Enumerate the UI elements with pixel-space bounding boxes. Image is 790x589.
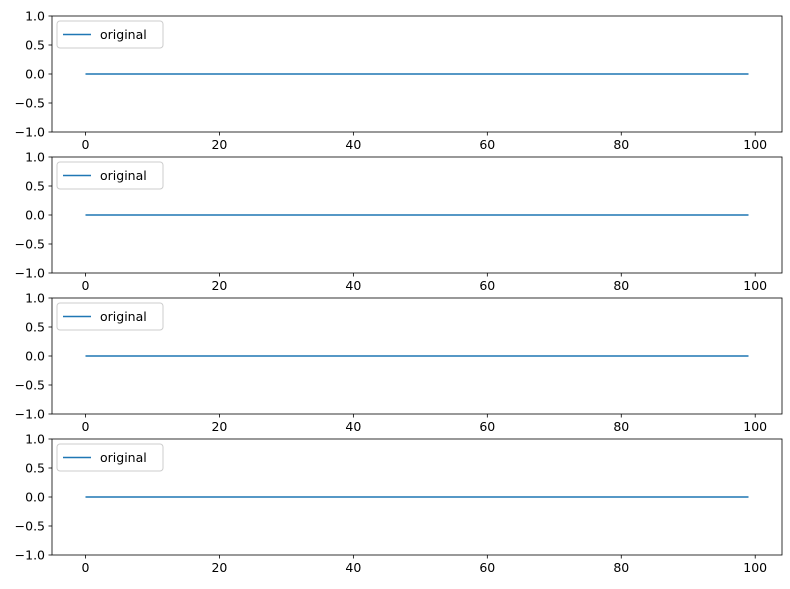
- y-tick-label: −1.0: [15, 407, 45, 422]
- y-tick-label: 0.0: [25, 67, 45, 82]
- subplot-2: −1.0 −0.5 0.0 0.5 1.0 0 20 40 60 80 100 original: [15, 150, 783, 293]
- x-tick-label: 100: [743, 278, 767, 293]
- x-tick-label: 20: [211, 278, 227, 293]
- legend-box: [56, 302, 164, 331]
- axes-frame: [51, 297, 783, 415]
- y-tick-label: 1.0: [25, 150, 45, 165]
- y-tick-label: −0.5: [15, 519, 45, 534]
- axes-frame: [51, 156, 783, 274]
- x-tick-label: 60: [479, 419, 495, 434]
- x-tick-label: 80: [613, 137, 629, 152]
- x-tick-label: 60: [479, 560, 495, 575]
- legend-box: [56, 443, 164, 472]
- subplot-1: −1.0 −0.5 0.0 0.5 1.0 0 20 40 60 80 100 original: [15, 9, 783, 152]
- x-tick-label: 0: [82, 560, 90, 575]
- x-tick-label: 100: [743, 137, 767, 152]
- y-tick-label: 0.5: [25, 179, 45, 194]
- y-tick-label: 0.0: [25, 208, 45, 223]
- x-tick-label: 20: [211, 560, 227, 575]
- x-tick-label: 100: [743, 419, 767, 434]
- subplot-4: −1.0 −0.5 0.0 0.5 1.0 0 20 40 60 80 100 original: [15, 432, 783, 575]
- x-tick-label: 60: [479, 278, 495, 293]
- legend-label: original: [100, 27, 147, 42]
- x-tick-label: 20: [211, 137, 227, 152]
- axes-frame: [51, 438, 783, 556]
- y-tick-label: 0.5: [25, 461, 45, 476]
- x-tick-label: 100: [743, 560, 767, 575]
- legend-label: original: [100, 450, 147, 465]
- x-tick-label: 40: [345, 560, 361, 575]
- y-tick-label: −1.0: [15, 125, 45, 140]
- x-tick-label: 0: [82, 137, 90, 152]
- axes-frame: [51, 15, 783, 133]
- y-tick-label: 0.0: [25, 349, 45, 364]
- x-tick-label: 0: [82, 278, 90, 293]
- y-tick-label: 1.0: [25, 291, 45, 306]
- y-tick-label: 0.5: [25, 320, 45, 335]
- x-tick-label: 20: [211, 419, 227, 434]
- legend: original: [56, 302, 164, 331]
- x-tick-label: 60: [479, 137, 495, 152]
- y-tick-label: 1.0: [25, 432, 45, 447]
- y-tick-label: 0.5: [25, 38, 45, 53]
- y-tick-label: 0.0: [25, 490, 45, 505]
- x-tick-label: 80: [613, 419, 629, 434]
- x-tick-label: 80: [613, 278, 629, 293]
- subplot-3: −1.0 −0.5 0.0 0.5 1.0 0 20 40 60 80 100 original: [15, 291, 783, 434]
- legend: original: [56, 161, 164, 190]
- legend-box: [56, 20, 164, 49]
- y-tick-label: −0.5: [15, 237, 45, 252]
- legend: original: [56, 443, 164, 472]
- x-tick-label: 80: [613, 560, 629, 575]
- legend: original: [56, 20, 164, 49]
- y-tick-label: −0.5: [15, 378, 45, 393]
- x-tick-label: 40: [345, 137, 361, 152]
- legend-label: original: [100, 168, 147, 183]
- y-tick-label: −1.0: [15, 548, 45, 563]
- x-tick-label: 0: [82, 419, 90, 434]
- x-tick-label: 40: [345, 278, 361, 293]
- y-tick-label: 1.0: [25, 9, 45, 24]
- legend-box: [56, 161, 164, 190]
- x-tick-label: 40: [345, 419, 361, 434]
- y-tick-label: −1.0: [15, 266, 45, 281]
- legend-label: original: [100, 309, 147, 324]
- y-tick-label: −0.5: [15, 96, 45, 111]
